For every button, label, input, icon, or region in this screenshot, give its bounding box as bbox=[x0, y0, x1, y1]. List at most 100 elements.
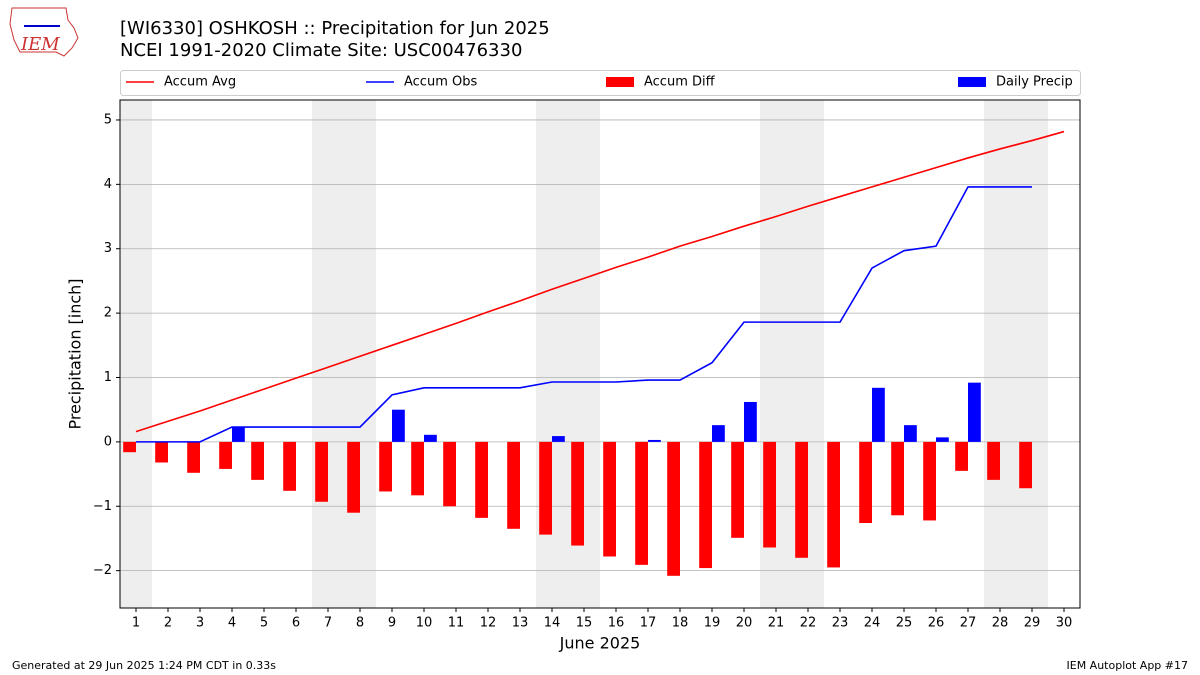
bar bbox=[827, 441, 840, 568]
x-tick-label: 21 bbox=[768, 616, 785, 631]
legend-label: Daily Precip bbox=[996, 75, 1073, 90]
x-tick-label: 27 bbox=[960, 616, 977, 631]
bar bbox=[648, 439, 661, 442]
bar bbox=[795, 441, 808, 558]
x-tick-label: 24 bbox=[864, 616, 881, 631]
y-tick-label: 3 bbox=[104, 241, 112, 256]
bar bbox=[552, 436, 565, 442]
x-tick-label: 12 bbox=[480, 616, 497, 631]
bar bbox=[155, 441, 168, 463]
y-tick-label: 2 bbox=[104, 306, 112, 321]
x-tick-label: 28 bbox=[992, 616, 1009, 631]
x-tick-label: 13 bbox=[512, 616, 529, 631]
bar bbox=[187, 441, 200, 473]
x-tick-label: 7 bbox=[324, 616, 332, 631]
bar bbox=[315, 441, 328, 502]
x-tick-label: 23 bbox=[832, 616, 849, 631]
bar bbox=[507, 441, 520, 529]
bar bbox=[968, 382, 981, 442]
bar bbox=[904, 425, 917, 442]
x-tick-label: 16 bbox=[608, 616, 625, 631]
bar bbox=[859, 441, 872, 524]
y-tick-label: 0 bbox=[104, 434, 112, 449]
x-tick-label: 22 bbox=[800, 616, 817, 631]
bar bbox=[475, 441, 488, 518]
logo: IEM bbox=[9, 7, 79, 57]
legend-label: Accum Diff bbox=[644, 75, 716, 90]
legend-label: Accum Avg bbox=[164, 75, 236, 90]
x-tick-label: 6 bbox=[292, 616, 300, 631]
weekend-shade bbox=[120, 100, 152, 608]
x-tick-label: 10 bbox=[416, 616, 433, 631]
y-tick-label: 4 bbox=[104, 177, 112, 192]
x-tick-label: 30 bbox=[1056, 616, 1073, 631]
x-axis-label: June 2025 bbox=[559, 634, 641, 653]
bar bbox=[347, 441, 360, 513]
bar bbox=[712, 425, 725, 442]
x-tick-label: 29 bbox=[1024, 616, 1041, 631]
bar bbox=[955, 441, 968, 471]
bar bbox=[251, 441, 264, 480]
x-tick-label: 3 bbox=[196, 616, 204, 631]
bar bbox=[123, 441, 136, 453]
bar bbox=[424, 434, 437, 442]
bar bbox=[923, 441, 936, 521]
legend-label: Accum Obs bbox=[404, 75, 477, 90]
y-tick-label: 5 bbox=[104, 112, 112, 127]
bar bbox=[392, 409, 405, 442]
line bbox=[136, 186, 1032, 443]
x-tick-label: 5 bbox=[260, 616, 268, 631]
bar bbox=[936, 437, 949, 442]
y-tick-label: 1 bbox=[104, 370, 112, 385]
bar bbox=[411, 441, 424, 496]
x-tick-label: 11 bbox=[448, 616, 465, 631]
y-tick-label: −2 bbox=[93, 563, 112, 578]
bar bbox=[731, 441, 744, 538]
x-tick-label: 1 bbox=[132, 616, 140, 631]
x-tick-label: 2 bbox=[164, 616, 172, 631]
y-tick-label: −1 bbox=[93, 499, 112, 514]
plot-frame bbox=[119, 99, 1081, 609]
bar bbox=[891, 441, 904, 516]
bar bbox=[219, 441, 232, 469]
x-tick-label: 26 bbox=[928, 616, 945, 631]
bar bbox=[603, 441, 616, 557]
legend-swatch bbox=[606, 77, 634, 87]
weekend-shade bbox=[984, 100, 1048, 608]
bar bbox=[232, 427, 245, 442]
bar bbox=[1019, 441, 1032, 489]
bar bbox=[744, 401, 757, 442]
logo-outline bbox=[9, 7, 79, 57]
x-tick-label: 15 bbox=[576, 616, 593, 631]
footer-right: IEM Autoplot App #17 bbox=[1067, 659, 1189, 672]
bar bbox=[699, 441, 712, 569]
line bbox=[135, 130, 1065, 433]
x-tick-label: 19 bbox=[704, 616, 721, 631]
bar bbox=[539, 441, 552, 535]
x-tick-label: 8 bbox=[356, 616, 364, 631]
x-tick-label: 9 bbox=[388, 616, 396, 631]
x-tick-label: 20 bbox=[736, 616, 753, 631]
y-axis-label: Precipitation [inch] bbox=[66, 278, 85, 429]
bar bbox=[379, 441, 392, 492]
legend-swatch bbox=[958, 77, 986, 87]
bar bbox=[763, 441, 776, 548]
x-tick-label: 25 bbox=[896, 616, 913, 631]
bar bbox=[571, 441, 584, 546]
x-tick-label: 17 bbox=[640, 616, 657, 631]
bar bbox=[872, 387, 885, 442]
footer-left: Generated at 29 Jun 2025 1:24 PM CDT in … bbox=[12, 659, 276, 672]
chart-title: [WI6330] OSHKOSH :: Precipitation for Ju… bbox=[120, 18, 550, 39]
legend-box bbox=[120, 70, 1081, 96]
bar bbox=[443, 441, 456, 507]
chart-subtitle: NCEI 1991-2020 Climate Site: USC00476330 bbox=[120, 40, 522, 61]
x-tick-label: 14 bbox=[544, 616, 561, 631]
bar bbox=[635, 441, 648, 565]
bar bbox=[987, 441, 1000, 480]
x-tick-label: 4 bbox=[228, 616, 236, 631]
x-tick-label: 18 bbox=[672, 616, 689, 631]
bar bbox=[667, 441, 680, 576]
bar bbox=[283, 441, 296, 491]
logo-text: IEM bbox=[20, 34, 60, 55]
